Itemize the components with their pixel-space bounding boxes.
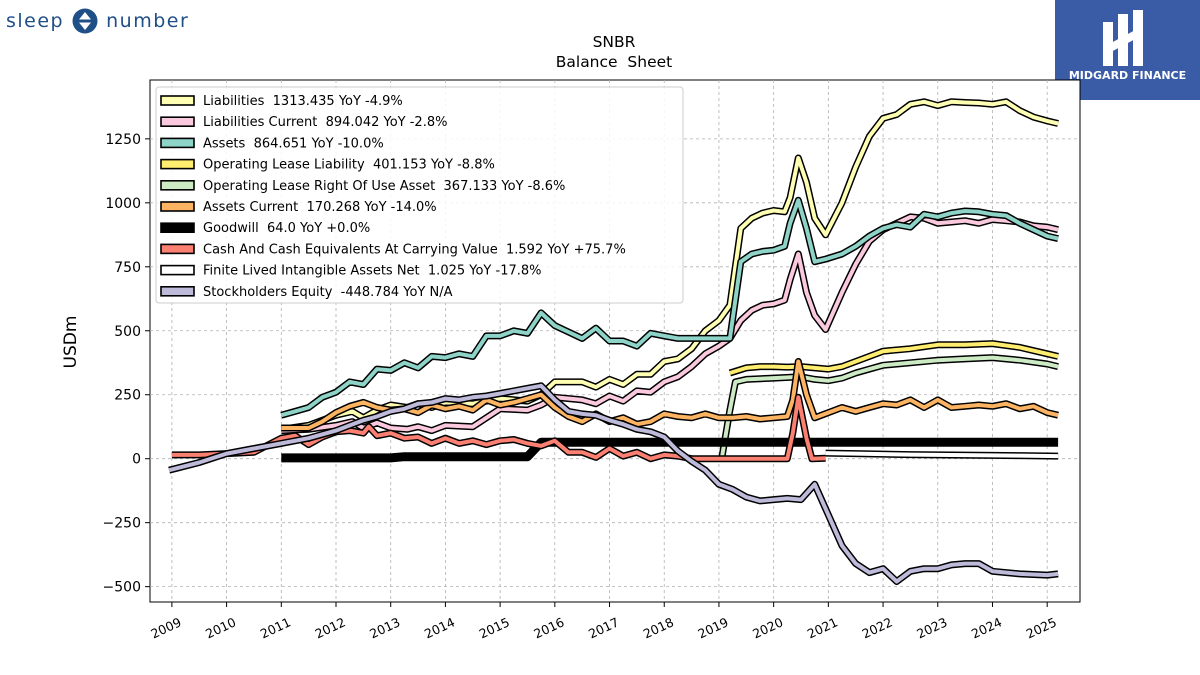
logo-word-sleep: sleep [6, 10, 65, 32]
y-tick-label: 250 [114, 388, 141, 404]
y-tick-label: −250 [103, 516, 141, 532]
x-tick-label: 2016 [531, 614, 566, 641]
series-line [719, 355, 1059, 460]
chart-title: SNBR [593, 33, 636, 51]
legend-entry: Finite Lived Intangible Assets Net 1.025… [203, 264, 542, 279]
legend: Liabilities 1313.435 YoY -4.9% Liabilitie… [155, 86, 684, 304]
legend-swatch [160, 137, 195, 149]
x-tick-label: 2024 [969, 614, 1004, 641]
legend-entry: Operating Lease Liability 401.153 YoY -8… [203, 158, 495, 173]
x-tick-label: 2020 [750, 614, 785, 641]
legend-swatch [160, 264, 195, 276]
series-line [825, 451, 1059, 459]
legend-swatch [160, 243, 195, 255]
y-tick-label: 750 [114, 260, 141, 276]
legend-swatch [160, 158, 195, 170]
y-tick-label: −500 [103, 580, 141, 596]
chart-subtitle: Balance Sheet [556, 53, 673, 71]
legend-entry: Cash And Cash Equivalents At Carrying Va… [203, 242, 626, 257]
legend-entry: Assets Current 170.268 YoY -14.0% [203, 200, 437, 215]
x-tick-label: 2018 [641, 614, 676, 641]
legend-swatch [160, 95, 195, 106]
series-outline [281, 437, 1059, 463]
logo-arrows-icon [72, 8, 98, 34]
grid-lines [150, 80, 1080, 602]
x-tick-label: 2017 [586, 614, 621, 641]
midgard-finance-badge: MIDGARD FINANCE [1055, 0, 1200, 100]
legend-entry: Goodwill 64.0 YoY +0.0% [203, 221, 370, 236]
x-tick-label: 2025 [1024, 614, 1059, 641]
x-tick-label: 2015 [477, 614, 512, 641]
x-tick-label: 2022 [860, 614, 895, 641]
series-line [280, 198, 1059, 418]
series-lines [168, 98, 1059, 585]
x-tick-label: 2013 [367, 614, 402, 641]
x-tick-label: 2010 [203, 614, 238, 641]
x-tick-label: 2014 [422, 614, 457, 641]
legend-entry: Operating Lease Right Of Use Asset 367.1… [203, 179, 565, 194]
badge-text: MIDGARD FINANCE [1068, 69, 1187, 82]
legend-swatch [160, 116, 195, 127]
logo-word-number: number [106, 10, 190, 32]
midgard-logo-icon [1103, 10, 1143, 66]
y-axis-label: USDm [61, 316, 81, 369]
x-tick-label: 2023 [914, 614, 949, 641]
sleep-number-logo: sleep number [6, 4, 189, 38]
legend-swatch [160, 180, 195, 191]
y-tick-label: 1000 [105, 196, 141, 212]
series-line [729, 341, 1059, 375]
y-tick-label: 1250 [105, 132, 141, 148]
x-tick-label: 2021 [805, 614, 840, 641]
legend-swatch [160, 222, 195, 233]
x-tick-label: 2009 [148, 614, 183, 641]
legend-swatch [160, 285, 195, 297]
legend-entry: Stockholders Equity -448.784 YoY N/A [203, 285, 453, 300]
legend-entry: Liabilities Current 894.042 YoY -2.8% [203, 115, 447, 130]
y-tick-label: 0 [132, 452, 141, 468]
legend-entry: Liabilities 1313.435 YoY -4.9% [203, 94, 403, 109]
legend-swatch [160, 201, 195, 212]
series-line [281, 359, 1059, 430]
legend-box [155, 86, 684, 304]
y-tick-label: 500 [114, 324, 141, 340]
series-line [168, 383, 1059, 584]
legend-entry: Assets 864.651 YoY -10.0% [203, 136, 384, 151]
x-tick-label: 2019 [695, 614, 730, 641]
x-tick-label: 2011 [258, 614, 293, 641]
x-tick-label: 2012 [313, 614, 348, 641]
